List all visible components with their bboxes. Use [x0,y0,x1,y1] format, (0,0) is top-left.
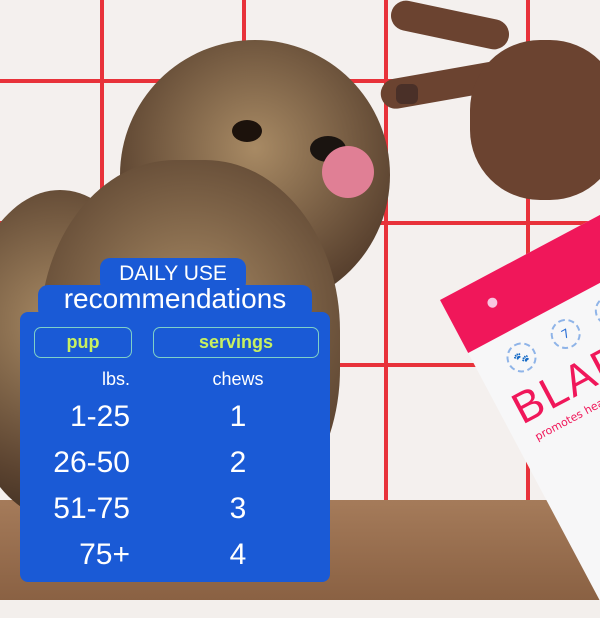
row-chews: 2 [229,446,247,479]
row-chews: 4 [229,538,247,571]
unit-lbs: lbs. [101,369,130,389]
card-subtitle: DAILY USE [119,262,227,285]
row-chews: 3 [229,492,247,525]
seven-badge-icon: 7 [545,313,586,355]
header-servings: servings [153,327,319,358]
row-weight: 51-75 [53,492,130,525]
card-title: recommendations [63,283,287,314]
row-weight: 1-25 [69,400,130,433]
row-weight: 75+ [79,538,130,571]
unit-chews: chews [212,369,264,389]
header-pup: pup [34,327,132,358]
row-weight: 26-50 [53,446,130,479]
water-drop-icon: 💧 [589,290,600,331]
paw-icon: 🐾 [501,337,542,378]
row-chews: 1 [229,400,247,433]
